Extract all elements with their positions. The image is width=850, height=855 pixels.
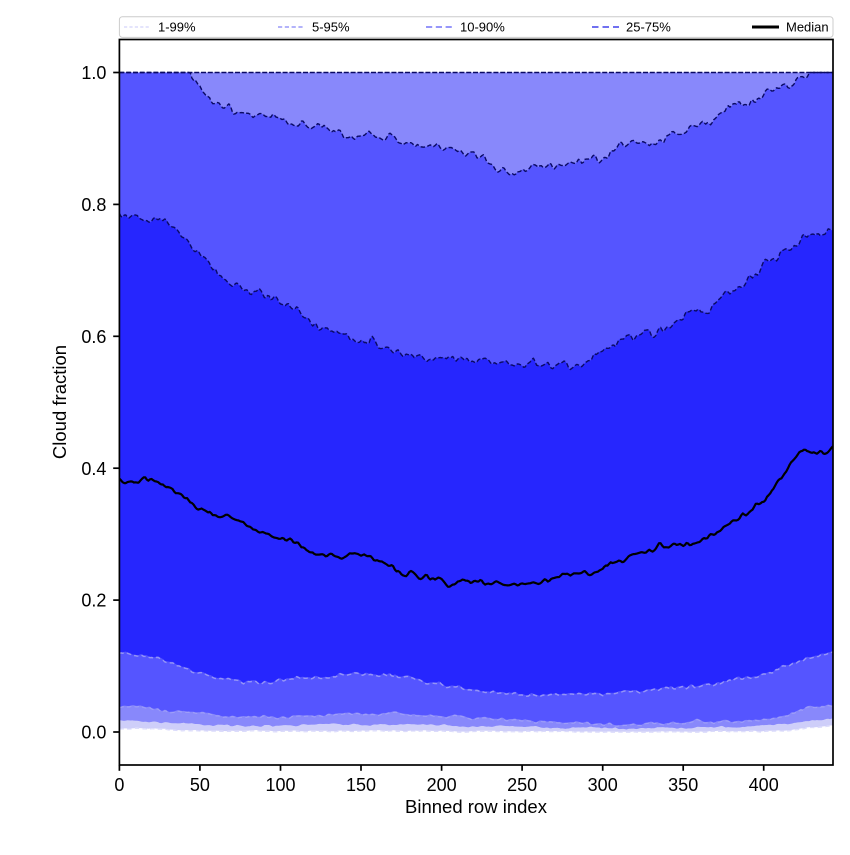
- svg-text:250: 250: [507, 775, 537, 795]
- svg-text:Binned row index: Binned row index: [405, 796, 548, 817]
- svg-text:100: 100: [265, 775, 295, 795]
- svg-text:300: 300: [588, 775, 618, 795]
- svg-text:Median: Median: [786, 20, 829, 35]
- svg-text:0.4: 0.4: [81, 459, 106, 479]
- svg-text:50: 50: [190, 775, 210, 795]
- svg-text:5-95%: 5-95%: [312, 20, 350, 35]
- svg-text:Cloud fraction: Cloud fraction: [49, 345, 70, 459]
- svg-text:0: 0: [114, 775, 124, 795]
- svg-text:0.8: 0.8: [81, 195, 106, 215]
- svg-text:10-90%: 10-90%: [460, 20, 505, 35]
- svg-text:0.0: 0.0: [81, 723, 106, 743]
- svg-text:25-75%: 25-75%: [626, 20, 671, 35]
- svg-text:200: 200: [427, 775, 457, 795]
- svg-text:1.0: 1.0: [81, 63, 106, 83]
- svg-text:150: 150: [346, 775, 376, 795]
- svg-text:400: 400: [749, 775, 779, 795]
- svg-text:0.2: 0.2: [81, 591, 106, 611]
- svg-text:350: 350: [668, 775, 698, 795]
- svg-text:1-99%: 1-99%: [158, 20, 196, 35]
- svg-text:0.6: 0.6: [81, 327, 106, 347]
